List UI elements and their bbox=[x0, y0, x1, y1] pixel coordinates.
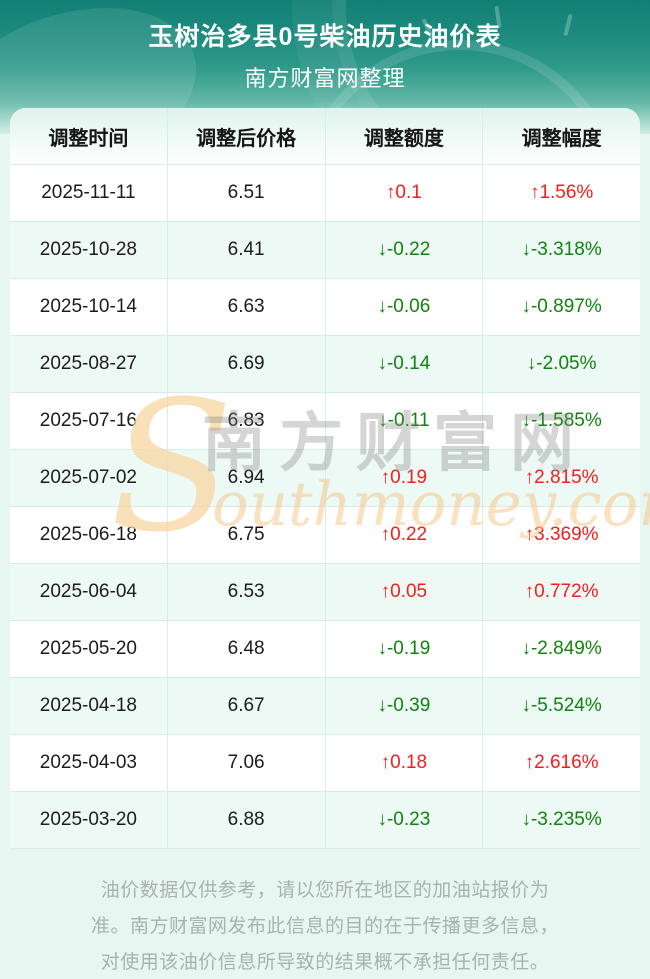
price-cell: 7.06 bbox=[166, 735, 325, 791]
table-row: 2025-10-14 6.63 ↓-0.06 ↓-0.897% bbox=[10, 278, 640, 335]
percent-cell: ↑3.369% bbox=[482, 507, 640, 563]
table-header-row: 调整时间 调整后价格 调整额度 调整幅度 bbox=[10, 108, 640, 164]
price-cell: 6.88 bbox=[166, 792, 325, 848]
table-row: 2025-04-18 6.67 ↓-0.39 ↓-5.524% bbox=[10, 677, 640, 734]
column-header-adjust-amount: 调整额度 bbox=[324, 108, 483, 164]
table-row: 2025-11-11 6.51 ↑0.1 ↑1.56% bbox=[10, 164, 640, 221]
change-cell: ↓-0.06 bbox=[324, 279, 483, 335]
price-cell: 6.83 bbox=[166, 393, 325, 449]
percent-cell: ↑0.772% bbox=[482, 564, 640, 620]
change-cell: ↓-0.22 bbox=[324, 222, 483, 278]
price-cell: 6.41 bbox=[166, 222, 325, 278]
table-row: 2025-03-20 6.88 ↓-0.23 ↓-3.235% bbox=[10, 791, 640, 848]
disclaimer: 油价数据仅供参考，请以您所在地区的加油站报价为 准。南方财富网发布此信息的目的在… bbox=[0, 873, 650, 979]
change-cell: ↑0.19 bbox=[324, 450, 483, 506]
change-cell: ↓-0.14 bbox=[324, 336, 483, 392]
change-cell: ↓-0.39 bbox=[324, 678, 483, 734]
change-cell: ↑0.05 bbox=[324, 564, 483, 620]
percent-cell: ↑2.815% bbox=[482, 450, 640, 506]
price-cell: 6.75 bbox=[166, 507, 325, 563]
percent-cell: ↓-0.897% bbox=[482, 279, 640, 335]
change-cell: ↓-0.11 bbox=[324, 393, 483, 449]
change-cell: ↑0.22 bbox=[324, 507, 483, 563]
change-cell: ↓-0.23 bbox=[324, 792, 483, 848]
change-cell: ↓-0.19 bbox=[324, 621, 483, 677]
percent-cell: ↓-3.318% bbox=[482, 222, 640, 278]
table-row: 2025-08-27 6.69 ↓-0.14 ↓-2.05% bbox=[10, 335, 640, 392]
date-cell: 2025-04-18 bbox=[39, 695, 137, 716]
percent-cell: ↑1.56% bbox=[482, 165, 640, 221]
price-cell: 6.48 bbox=[166, 621, 325, 677]
disclaimer-line: 油价数据仅供参考，请以您所在地区的加油站报价为 bbox=[100, 880, 550, 901]
date-cell: 2025-07-16 bbox=[39, 410, 137, 431]
date-cell: 2025-11-11 bbox=[41, 182, 136, 203]
change-cell: ↑0.18 bbox=[324, 735, 483, 791]
column-header-adjusted-price: 调整后价格 bbox=[166, 108, 325, 164]
date-cell: 2025-03-20 bbox=[39, 809, 137, 830]
price-cell: 6.94 bbox=[166, 450, 325, 506]
price-cell: 6.53 bbox=[166, 564, 325, 620]
page-title: 玉树治多县0号柴油历史油价表 bbox=[148, 23, 502, 51]
percent-cell: ↓-5.524% bbox=[482, 678, 640, 734]
date-cell: 2025-05-20 bbox=[39, 638, 137, 659]
percent-cell: ↑2.616% bbox=[482, 735, 640, 791]
table-row: 2025-07-02 6.94 ↑0.19 ↑2.815% bbox=[10, 449, 640, 506]
price-cell: 6.67 bbox=[166, 678, 325, 734]
date-cell: 2025-07-02 bbox=[39, 467, 137, 488]
page-subtitle: 南方财富网整理 bbox=[244, 66, 406, 91]
table-row: 2025-04-03 7.06 ↑0.18 ↑2.616% bbox=[10, 734, 640, 791]
date-cell: 2025-10-14 bbox=[39, 296, 137, 317]
table-body: 2025-11-11 6.51 ↑0.1 ↑1.56% 2025-10-28 6.41 ↓-… bbox=[10, 164, 640, 849]
column-header-adjust-percent: 调整幅度 bbox=[482, 108, 640, 164]
percent-cell: ↓-2.05% bbox=[482, 336, 640, 392]
percent-cell: ↓-2.849% bbox=[482, 621, 640, 677]
date-cell: 2025-08-27 bbox=[39, 353, 137, 374]
price-cell: 6.63 bbox=[166, 279, 325, 335]
date-cell: 2025-04-03 bbox=[39, 752, 137, 773]
date-cell: 2025-10-28 bbox=[39, 239, 137, 260]
column-header-adjust-time: 调整时间 bbox=[48, 127, 129, 150]
percent-cell: ↓-1.585% bbox=[482, 393, 640, 449]
table-row: 2025-10-28 6.41 ↓-0.22 ↓-3.318% bbox=[10, 221, 640, 278]
table-row: 2025-06-04 6.53 ↑0.05 ↑0.772% bbox=[10, 563, 640, 620]
table-row: 2025-07-16 6.83 ↓-0.11 ↓-1.585% bbox=[10, 392, 640, 449]
disclaimer-line: 对使用该油价信息所导致的结果概不承担任何责任。 bbox=[100, 952, 550, 973]
table-row: 2025-05-20 6.48 ↓-0.19 ↓-2.849% bbox=[10, 620, 640, 677]
disclaimer-line: 准。南方财富网发布此信息的目的在于传播更多信息， bbox=[90, 916, 559, 937]
price-cell: 6.69 bbox=[166, 336, 325, 392]
table-row: 2025-06-18 6.75 ↑0.22 ↑3.369% bbox=[10, 506, 640, 563]
price-cell: 6.51 bbox=[166, 165, 325, 221]
date-cell: 2025-06-18 bbox=[39, 524, 137, 545]
change-cell: ↑0.1 bbox=[324, 165, 483, 221]
percent-cell: ↓-3.235% bbox=[482, 792, 640, 848]
date-cell: 2025-06-04 bbox=[39, 581, 137, 602]
price-table-card: 调整时间 调整后价格 调整额度 调整幅度 2025-11-11 6.51 ↑0.1 ↑… bbox=[10, 108, 640, 849]
